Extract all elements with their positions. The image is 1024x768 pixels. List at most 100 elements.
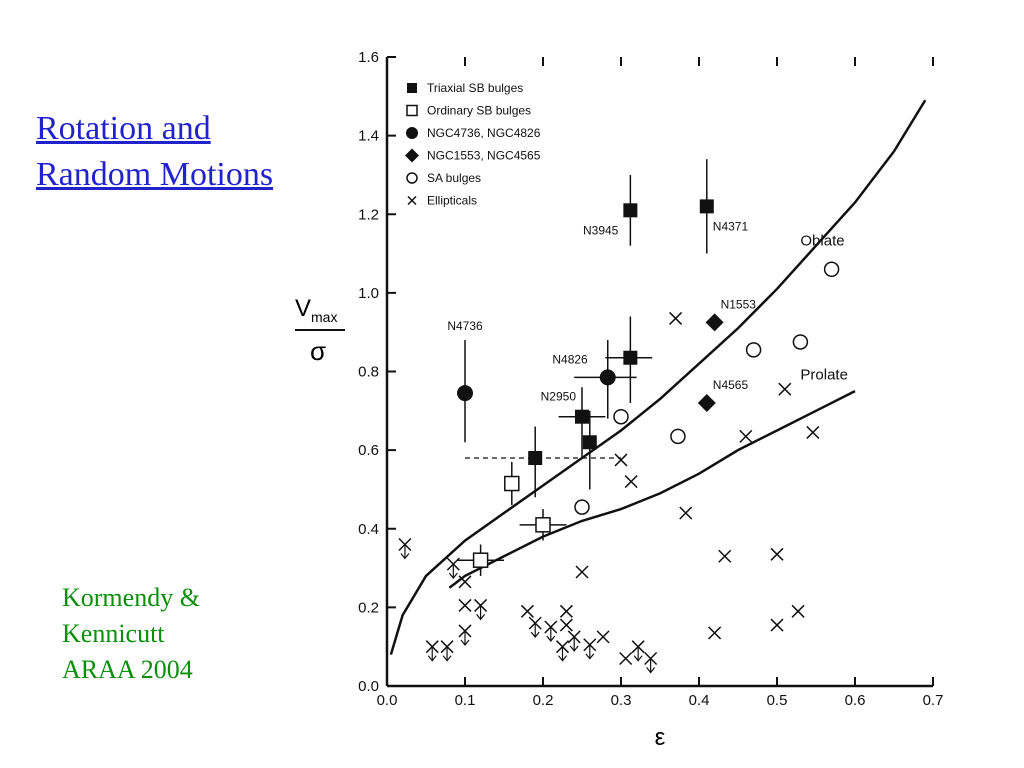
data-point	[425, 640, 439, 662]
filled-diamond-marker	[697, 393, 716, 412]
title-line-2: Random Motions	[36, 156, 274, 193]
y-tick-label: 0.0	[358, 678, 379, 695]
filled-square-marker	[407, 83, 417, 93]
data-point	[770, 547, 784, 561]
data-point	[605, 316, 653, 403]
data-point	[806, 425, 820, 439]
upper-limit-arrowhead	[585, 653, 595, 660]
point-label: N4736	[447, 319, 483, 333]
data-point	[823, 261, 840, 278]
x-tick-label: 0.3	[611, 692, 632, 709]
citation-line-1: Kormendy &	[62, 583, 200, 612]
point-label: N1553	[721, 297, 757, 311]
y-tick-label: 1.2	[358, 206, 379, 223]
data-point: N1553	[705, 297, 757, 332]
data-point	[458, 575, 472, 589]
data-point	[739, 429, 753, 443]
citation-line-2: Kennicutt	[62, 619, 165, 648]
citation-line-3: ARAA 2004	[62, 655, 193, 684]
citation: Kormendy & Kennicutt ARAA 2004	[62, 580, 200, 688]
filled-square-marker	[582, 435, 597, 450]
cross-stroke	[458, 575, 472, 589]
data-point	[398, 537, 412, 560]
open-circle-marker	[745, 342, 762, 358]
legend-label: Ordinary SB bulges	[427, 104, 531, 118]
cross-stroke	[596, 630, 610, 644]
data-point	[555, 640, 570, 662]
data-point	[718, 549, 732, 563]
upper-limit-arrowhead	[633, 655, 643, 662]
data-point	[504, 461, 520, 506]
upper-limit-arrowhead	[460, 639, 470, 646]
x-tick-label: 0.4	[689, 692, 710, 709]
data-point	[528, 426, 543, 498]
y-label-v: V	[295, 295, 311, 322]
filled-square-marker	[623, 203, 638, 218]
cross-stroke	[575, 565, 589, 579]
data-point	[745, 342, 762, 358]
legend-label: SA bulges	[427, 171, 481, 185]
y-tick-label: 0.4	[358, 521, 379, 538]
cross-stroke	[619, 651, 633, 666]
filled-diamond-marker	[405, 148, 419, 163]
upper-limit-arrowhead	[476, 614, 486, 621]
cross-stroke	[458, 598, 472, 612]
data-point	[474, 598, 488, 621]
open-circle-marker	[574, 499, 590, 515]
open-circle-marker	[406, 172, 418, 184]
cross-stroke	[624, 475, 638, 489]
cross-stroke	[778, 382, 792, 396]
data-point	[644, 651, 658, 674]
slide-title-link[interactable]: Rotation and Random Motions	[36, 106, 273, 198]
open-circle-marker	[823, 261, 840, 278]
data-point	[544, 620, 558, 642]
data-point	[519, 509, 567, 541]
open-square-marker	[406, 104, 418, 117]
filled-diamond-marker	[705, 313, 724, 332]
open-square-marker	[535, 517, 551, 533]
upper-limit-arrowhead	[400, 553, 410, 560]
y-label-denominator: σ	[310, 336, 326, 366]
cross-stroke	[806, 425, 820, 439]
x-tick-label: 0.2	[533, 692, 554, 709]
cross-stroke	[718, 549, 732, 563]
data-point	[614, 453, 628, 467]
curve-label-oblate: Oblate	[800, 233, 844, 250]
curve-oblate	[389, 99, 927, 655]
open-circle-marker	[792, 334, 809, 350]
cross-stroke	[446, 557, 460, 571]
data-point	[778, 382, 792, 396]
data-point	[792, 334, 809, 350]
data-point	[575, 565, 589, 579]
cross-stroke	[474, 598, 488, 612]
data-point: N4826	[552, 340, 637, 419]
y-tick-label: 1.4	[358, 128, 379, 145]
cross-stroke	[770, 618, 784, 632]
data-point	[440, 640, 454, 662]
cross-stroke	[791, 604, 805, 618]
data-point: N2950	[541, 387, 606, 458]
data-point	[770, 618, 784, 632]
title-line-1: Rotation and	[36, 110, 211, 147]
legend-label: NGC1553, NGC4565	[427, 149, 541, 163]
upper-limit-arrowhead	[569, 645, 579, 652]
upper-limit-arrowhead	[427, 655, 437, 662]
data-point	[596, 630, 610, 644]
data-point	[582, 410, 597, 490]
cross-stroke	[631, 640, 645, 654]
point-label: N2950	[541, 390, 577, 404]
data-point	[520, 604, 534, 618]
y-axis-label-main: Vmax	[295, 295, 337, 325]
legend-label: NGC4736, NGC4826	[427, 126, 541, 140]
x-axis-label: ε	[655, 724, 666, 751]
y-tick-label: 0.6	[358, 442, 379, 459]
data-point	[559, 618, 573, 632]
cross-stroke	[398, 537, 412, 552]
filled-circle-marker	[599, 369, 616, 386]
y-label-sub: max	[311, 309, 337, 325]
data-point	[457, 544, 504, 576]
upper-limit-arrowhead	[646, 667, 656, 674]
cross-stroke	[708, 626, 722, 640]
cross-stroke	[458, 624, 472, 638]
